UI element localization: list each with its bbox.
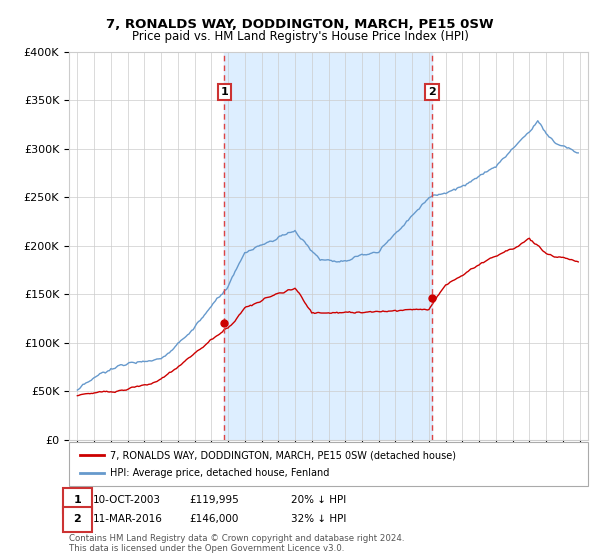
Text: 7, RONALDS WAY, DODDINGTON, MARCH, PE15 0SW: 7, RONALDS WAY, DODDINGTON, MARCH, PE15 … [106, 18, 494, 31]
Text: HPI: Average price, detached house, Fenland: HPI: Average price, detached house, Fenl… [110, 468, 329, 478]
Text: £119,995: £119,995 [189, 495, 239, 505]
Bar [224, 52, 432, 440]
Text: Contains HM Land Registry data © Crown copyright and database right 2024.
This d: Contains HM Land Registry data © Crown c… [69, 534, 404, 553]
Text: Price paid vs. HM Land Registry's House Price Index (HPI): Price paid vs. HM Land Registry's House … [131, 30, 469, 43]
Text: 11-MAR-2016: 11-MAR-2016 [93, 514, 163, 524]
Text: 1: 1 [74, 495, 81, 505]
Text: £146,000: £146,000 [189, 514, 238, 524]
Text: 2: 2 [428, 87, 436, 97]
Text: 2: 2 [74, 514, 81, 524]
Text: 10-OCT-2003: 10-OCT-2003 [93, 495, 161, 505]
Text: 1: 1 [220, 87, 228, 97]
Text: 7, RONALDS WAY, DODDINGTON, MARCH, PE15 0SW (detached house): 7, RONALDS WAY, DODDINGTON, MARCH, PE15 … [110, 450, 456, 460]
Text: 32% ↓ HPI: 32% ↓ HPI [291, 514, 346, 524]
Text: 20% ↓ HPI: 20% ↓ HPI [291, 495, 346, 505]
